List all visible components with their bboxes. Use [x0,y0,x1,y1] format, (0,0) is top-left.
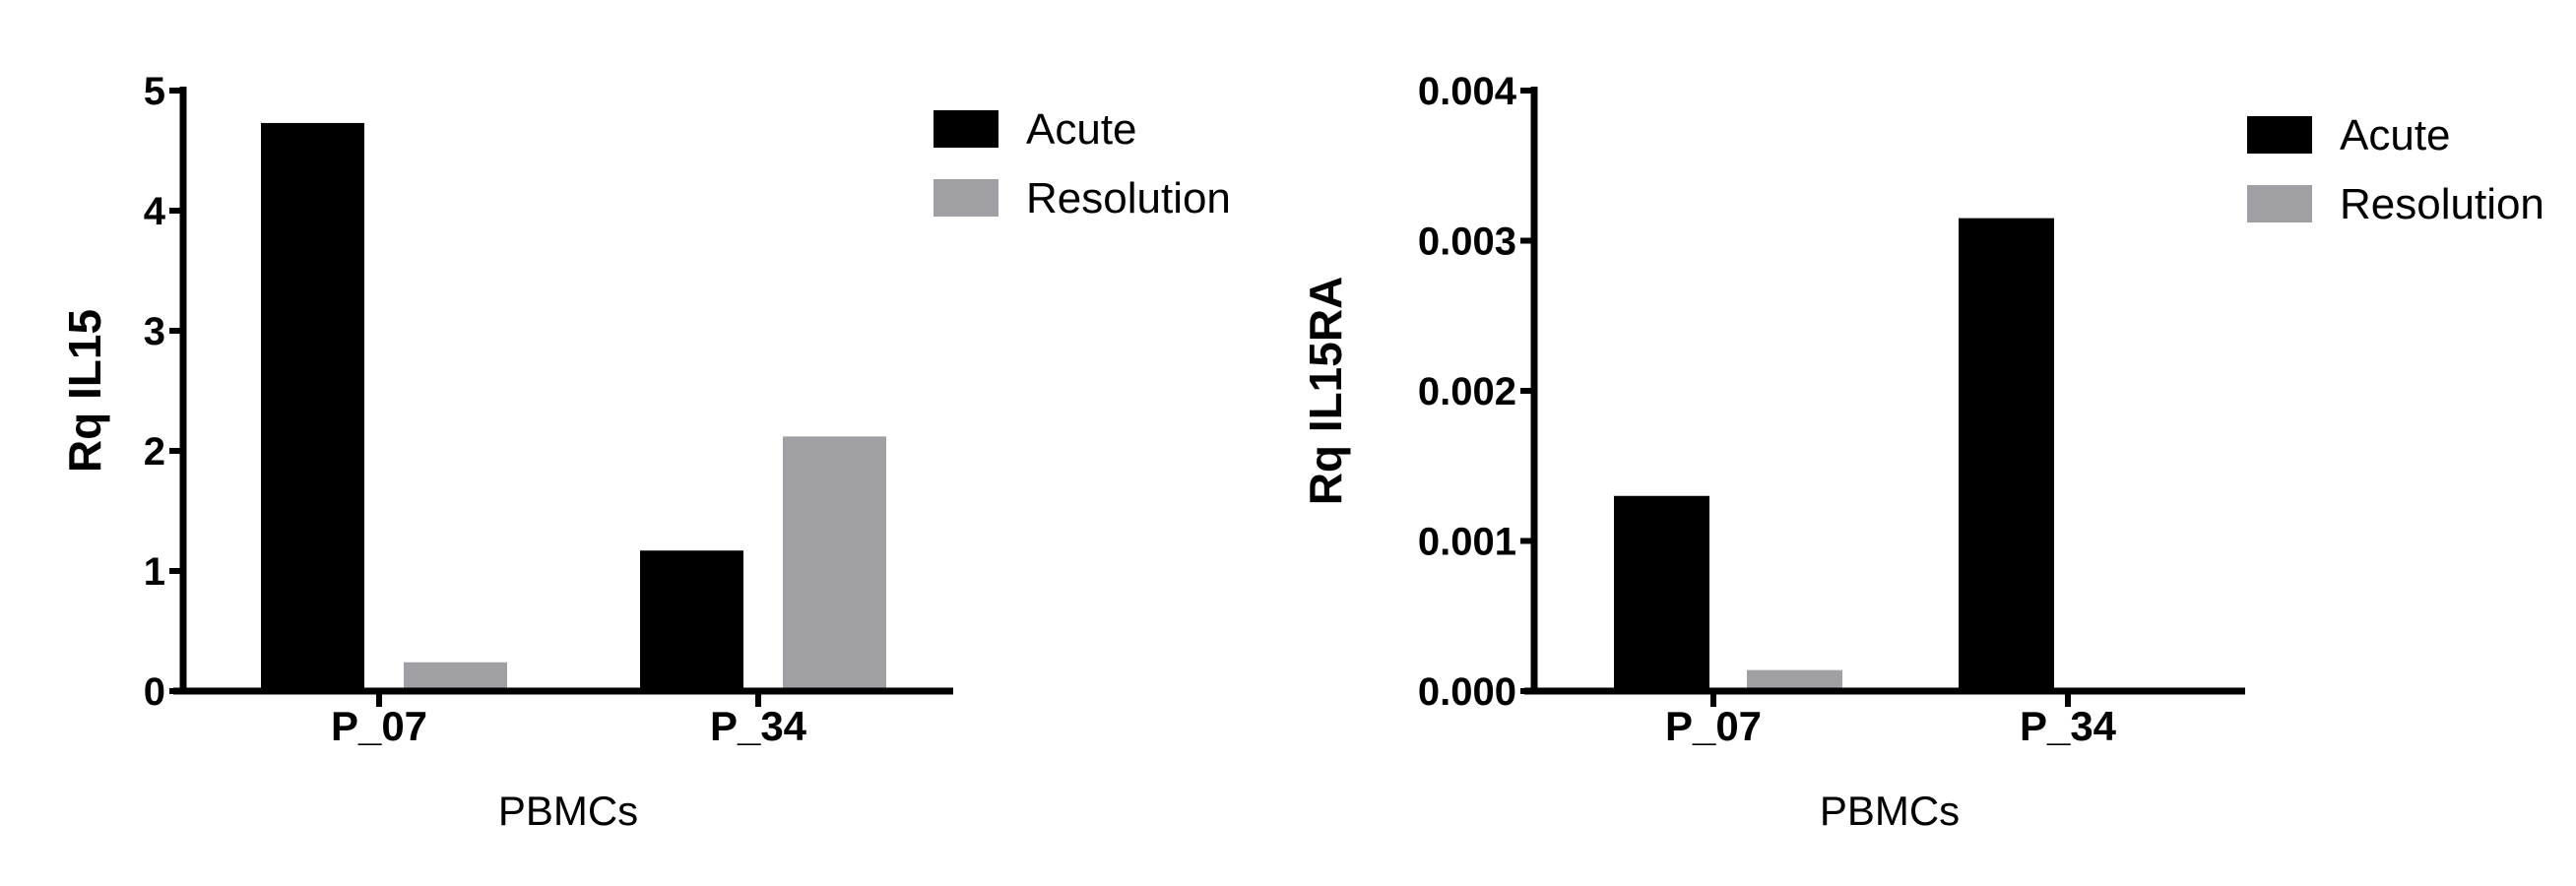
bar-acute-p_07 [1614,495,1709,691]
x-tick-label-p_34: P_34 [710,703,807,749]
x-axis-title: PBMCs [498,788,638,834]
y-axis-title: Rq IL15 [59,309,110,473]
y-tick-label: 5 [144,70,165,113]
y-tick-label: 0.000 [1418,670,1516,714]
bar-acute-p_34 [640,550,743,691]
legend-label-resolution: Resolution [1026,174,1231,222]
y-tick-label: 4 [144,190,166,233]
legend: Acute Resolution [934,105,1231,222]
x-tick-label-p_07: P_07 [1665,703,1762,749]
bar-acute-p_07 [261,122,364,691]
y-tick-label: 0.003 [1418,221,1516,264]
x-axis-title: PBMCs [1820,788,1960,834]
y-tick-label: 1 [144,550,165,594]
legend-swatch-acute [934,110,998,148]
legend-label-resolution: Resolution [2340,180,2544,228]
x-tick-label-p_07: P_07 [331,703,427,749]
y-axis-title: Rq IL15RA [1300,277,1351,506]
legend: Acute Resolution [2247,111,2544,228]
legend-label-acute: Acute [2340,111,2451,159]
chart-1: 0 1 2 3 4 5 P_07 P_34 PBMCs Rq IL15 Acute Resolutio… [59,70,1231,834]
bar-resolution-p_34 [783,436,886,691]
y-tick-label: 0.002 [1418,370,1516,413]
legend-swatch-acute [2247,116,2312,154]
bar-resolution-p_07 [404,662,507,691]
bar-resolution-p_07 [1747,669,1842,691]
y-tick-label: 0 [144,670,165,714]
y-tick-label: 2 [144,430,165,474]
y-tick-label: 3 [144,310,165,353]
y-tick-label: 0.004 [1418,70,1517,113]
legend-swatch-resolution [2247,185,2312,222]
chart-2: 0.000 0.001 0.002 0.003 0.004 P_07 P_34 PBMCs Rq… [1300,70,2544,834]
x-tick-label-p_34: P_34 [2020,703,2117,749]
y-tick-label: 0.001 [1418,521,1516,564]
legend-swatch-resolution [934,179,998,217]
legend-label-acute: Acute [1026,105,1137,154]
bar-acute-p_34 [1959,218,2054,691]
